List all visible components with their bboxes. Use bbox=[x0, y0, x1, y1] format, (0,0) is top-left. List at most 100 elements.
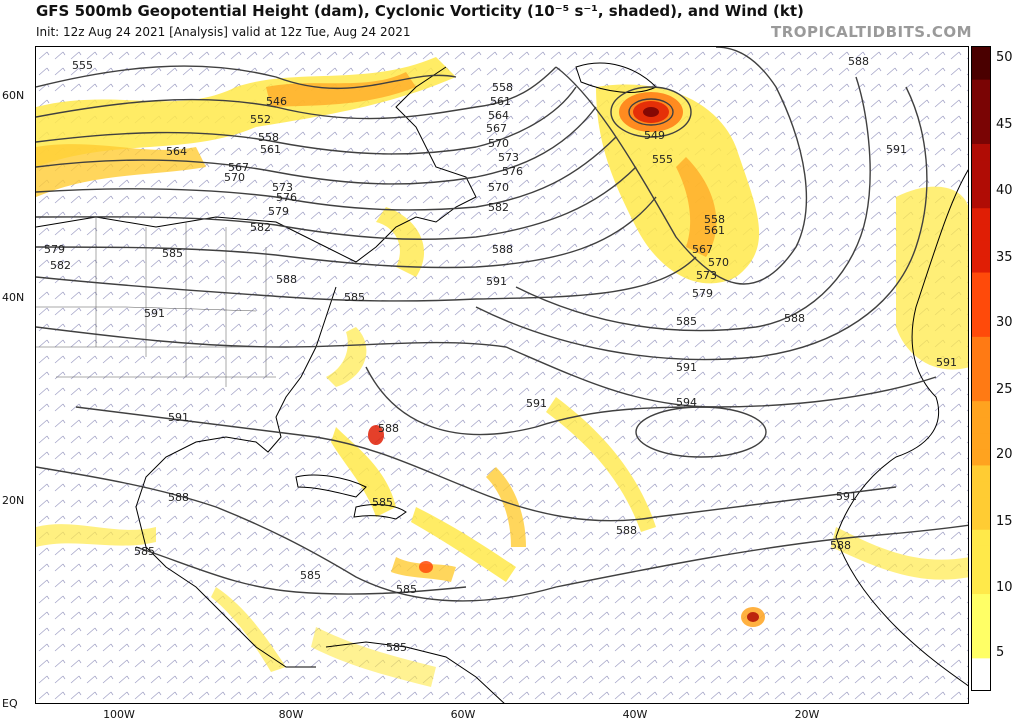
colorbar-swatch bbox=[972, 529, 990, 546]
contour-label: 585 bbox=[676, 315, 697, 328]
coastlines bbox=[36, 62, 968, 703]
lat-label-eq: EQ bbox=[2, 697, 18, 710]
contour-label: 576 bbox=[502, 165, 523, 178]
colorbar-swatch bbox=[972, 47, 990, 64]
colorbar-swatch bbox=[972, 320, 990, 337]
contour-label: 588 bbox=[830, 539, 851, 552]
colorbar-label: 35 bbox=[996, 250, 1013, 265]
contour-label: 582 bbox=[50, 259, 71, 272]
colorbar-swatch bbox=[972, 352, 990, 369]
colorbar-swatch bbox=[972, 497, 990, 514]
contour-label: 585 bbox=[372, 496, 393, 509]
colorbar-swatch bbox=[972, 657, 990, 675]
contour-label: 546 bbox=[266, 95, 287, 108]
contour-label: 588 bbox=[168, 491, 189, 504]
contour-label: 579 bbox=[268, 205, 289, 218]
contour-label: 561 bbox=[260, 143, 281, 156]
colorbar-swatch bbox=[972, 175, 990, 193]
contour-label: 579 bbox=[692, 287, 713, 300]
colorbar-swatch bbox=[972, 593, 990, 611]
contour-label: 585 bbox=[344, 291, 365, 304]
contour-label: 558 bbox=[258, 131, 279, 144]
colorbar-swatch bbox=[972, 63, 990, 80]
colorbar-swatch bbox=[972, 368, 990, 386]
colorbar-swatch bbox=[972, 513, 990, 530]
init-valid-time: Init: 12z Aug 24 2021 [Analysis] valid a… bbox=[36, 25, 411, 39]
vorticity-shading bbox=[36, 57, 968, 687]
colorbar-swatch bbox=[972, 159, 990, 177]
lon-label-100w: 100W bbox=[103, 708, 135, 721]
contour-label: 570 bbox=[488, 181, 509, 194]
contour-label: 558 bbox=[704, 213, 725, 226]
colorbar-swatch bbox=[972, 239, 990, 257]
contour-label: 591 bbox=[936, 356, 957, 369]
contour-label: 561 bbox=[704, 224, 725, 237]
contour-label: 570 bbox=[224, 171, 245, 184]
contour-label: 588 bbox=[784, 312, 805, 325]
contour-label: 555 bbox=[72, 59, 93, 72]
colorbar-swatch bbox=[972, 79, 990, 96]
colorbar-label: 20 bbox=[996, 447, 1013, 462]
contour-label: 588 bbox=[616, 524, 637, 537]
colorbar-swatch bbox=[972, 304, 990, 321]
colorbar-label: 30 bbox=[996, 315, 1013, 330]
contour-label: 585 bbox=[162, 247, 183, 260]
lon-label-60w: 60W bbox=[450, 708, 476, 721]
colorbar-swatch bbox=[972, 223, 990, 241]
contour-label: 591 bbox=[526, 397, 547, 410]
colorbar-swatch bbox=[972, 464, 990, 482]
contour-label: 594 bbox=[676, 396, 697, 409]
contour-label: 591 bbox=[836, 490, 857, 503]
colorbar-label: 10 bbox=[996, 580, 1013, 595]
contour-label: 564 bbox=[166, 145, 187, 158]
colorbar-label: 15 bbox=[996, 514, 1013, 529]
site-watermark: TROPICALTIDBITS.COM bbox=[771, 23, 972, 41]
colorbar-swatch bbox=[972, 95, 990, 112]
colorbar-label: 50 bbox=[996, 50, 1013, 65]
contour-label: 585 bbox=[386, 641, 407, 654]
lat-label-20n: 20N bbox=[2, 494, 25, 507]
lon-label-80w: 80W bbox=[278, 708, 304, 721]
contour-label: 585 bbox=[396, 583, 417, 596]
contour-label: 588 bbox=[276, 273, 297, 286]
colorbar-swatch bbox=[972, 111, 990, 128]
contour-label: 567 bbox=[692, 243, 713, 256]
contour-label: 591 bbox=[168, 411, 189, 424]
colorbar-swatch bbox=[972, 416, 990, 434]
colorbar-swatch bbox=[972, 191, 990, 209]
colorbar-swatch bbox=[972, 641, 990, 659]
lat-label-60n: 60N bbox=[2, 89, 25, 102]
contour-label: 573 bbox=[696, 269, 717, 282]
contour-label: 573 bbox=[272, 181, 293, 194]
contour-label: 585 bbox=[134, 545, 155, 558]
colorbar-swatch bbox=[972, 127, 990, 144]
contour-label: 549 bbox=[644, 129, 665, 142]
contour-label: 591 bbox=[144, 307, 165, 320]
vorticity-colorbar bbox=[971, 46, 991, 691]
colorbar-swatch bbox=[972, 336, 990, 353]
colorbar-swatch bbox=[972, 577, 990, 595]
contour-label: 573 bbox=[498, 151, 519, 164]
colorbar-label: 45 bbox=[996, 117, 1013, 132]
contour-label: 576 bbox=[276, 191, 297, 204]
contour-label: 579 bbox=[44, 243, 65, 256]
contour-label: 588 bbox=[492, 243, 513, 256]
contour-label: 588 bbox=[378, 422, 399, 435]
contour-label: 582 bbox=[250, 221, 271, 234]
colorbar-swatch bbox=[972, 545, 990, 562]
contour-label: 561 bbox=[490, 95, 511, 108]
lon-label-40w: 40W bbox=[622, 708, 648, 721]
colorbar-swatch bbox=[972, 255, 990, 273]
contour-label: 588 bbox=[848, 55, 869, 68]
colorbar-swatch bbox=[972, 609, 990, 627]
lon-label-20w: 20W bbox=[794, 708, 820, 721]
contour-label: 570 bbox=[488, 137, 509, 150]
colorbar-swatch bbox=[972, 143, 990, 161]
contour-label: 582 bbox=[488, 201, 509, 214]
contour-label: 558 bbox=[492, 81, 513, 94]
colorbar-swatch bbox=[972, 673, 990, 691]
contour-label: 567 bbox=[228, 161, 249, 174]
contour-label: 591 bbox=[676, 361, 697, 374]
colorbar-swatch bbox=[972, 384, 990, 402]
contour-label: 552 bbox=[250, 113, 271, 126]
